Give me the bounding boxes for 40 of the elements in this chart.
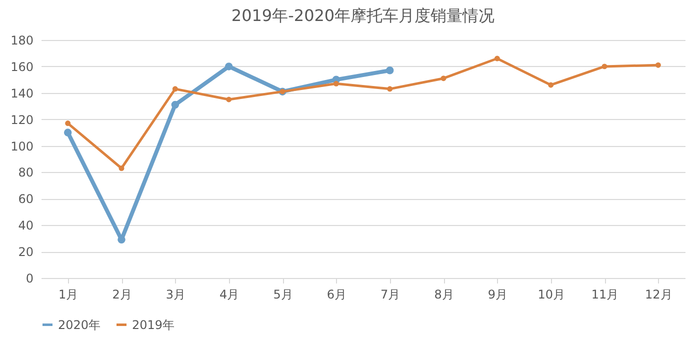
legend-label: 2019年 — [132, 318, 175, 332]
y-tick-label: 60 — [18, 192, 34, 206]
point — [655, 62, 661, 68]
x-tick-label: 1月 — [58, 288, 78, 302]
point — [65, 120, 71, 126]
x-tick-label: 8月 — [434, 288, 454, 302]
y-tick-label: 0 — [26, 272, 34, 286]
y-tick-label: 180 — [10, 34, 34, 48]
y-tick-label: 20 — [18, 245, 34, 260]
point — [118, 166, 124, 171]
y-tick-label: 80 — [18, 166, 34, 180]
y-tick-label: 40 — [18, 218, 34, 233]
x-tick-label: 3月 — [166, 288, 186, 302]
point — [333, 80, 339, 86]
point — [172, 86, 178, 92]
point — [548, 82, 554, 88]
x-tick-label: 10月 — [538, 288, 565, 302]
x-tick-label: 11月 — [591, 288, 619, 302]
point — [171, 100, 180, 109]
y-tick-label: 100 — [10, 139, 34, 154]
y-tick-label: 140 — [10, 86, 34, 100]
legend-label: 2020年 — [58, 318, 101, 332]
point — [494, 56, 500, 62]
y-tick-label: 120 — [10, 112, 34, 127]
point — [387, 86, 393, 92]
point — [602, 64, 608, 70]
x-tick-label: 2月 — [112, 288, 132, 302]
x-tick-label: 5月 — [273, 288, 293, 302]
point — [386, 66, 394, 74]
point — [64, 128, 72, 136]
point — [440, 76, 446, 82]
chart-title: 2019年-2020年摩托车月度销量情况 — [231, 6, 495, 25]
x-tick-label: 4月 — [220, 288, 240, 302]
x-tick-label: 12月 — [645, 288, 672, 302]
point — [226, 96, 232, 102]
point — [224, 62, 233, 70]
x-tick-label: 6月 — [326, 288, 346, 302]
x-tick-label: 7月 — [380, 288, 400, 302]
y-tick-label: 160 — [10, 60, 34, 74]
x-tick-label: 9月 — [488, 288, 508, 302]
